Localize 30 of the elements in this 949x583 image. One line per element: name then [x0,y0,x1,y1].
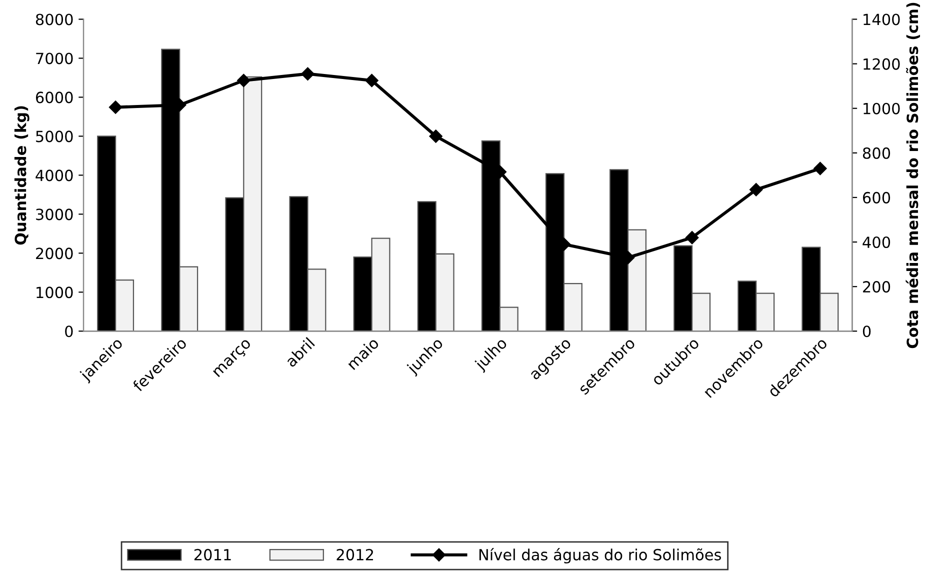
y2-tick-label: 600 [862,192,890,204]
y2-tick-label: 1200 [864,58,900,70]
point [108,100,122,114]
y-tick-label: 5000 [36,130,73,142]
point [429,130,442,143]
y-tick-label: 0 [65,326,73,338]
y2-tick-label: 1000 [864,102,900,114]
y-tick-label: 8000 [36,14,73,26]
y-tick-label: 1000 [36,286,73,298]
y-tick-label: 7000 [36,52,73,64]
y2-tick-label: 400 [862,236,890,248]
legend-label: Nível das águas do rio Solimões [479,548,721,564]
y-tick-label: 2000 [36,248,73,260]
point [750,183,763,196]
point [365,74,378,88]
legend-label: 2012 [336,548,373,560]
point [301,67,314,80]
y2-tick-label: 1400 [864,14,900,26]
point [685,230,699,244]
y2-tick-label: 200 [863,281,890,293]
legend-label: 2011 [194,548,231,560]
y-tick-label: 4000 [36,170,73,182]
point [814,162,827,176]
y-tick-label: 6000 [36,92,73,104]
point [237,74,250,88]
y-tick-label: 3000 [36,208,73,220]
y2-tick-label: 800 [862,147,890,159]
y2-axis-title: Cota média mensal do rio Solimões (cm) [906,2,920,348]
y2-tick-label: 0 [862,326,871,338]
y-axis-title: Quantidade (kg) [14,106,30,245]
